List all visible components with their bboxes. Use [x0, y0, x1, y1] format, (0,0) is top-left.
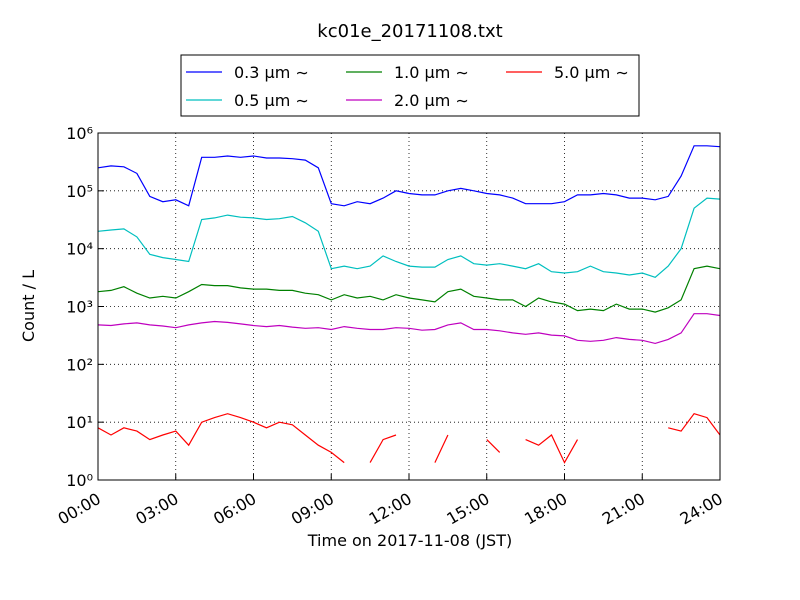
series-line — [98, 197, 720, 278]
x-axis-label: Time on 2017-11-08 (JST) — [307, 531, 512, 550]
legend-label: 0.3 μm ∼ — [234, 63, 309, 82]
y-tick-label: 10¹ — [66, 413, 93, 432]
series-line — [98, 265, 720, 313]
y-tick-label: 10⁴ — [66, 240, 93, 259]
y-tick-label: 10⁶ — [66, 124, 93, 143]
plot-frame — [97, 132, 721, 481]
legend-label: 5.0 μm ∼ — [554, 63, 629, 82]
legend-label: 0.5 μm ∼ — [234, 91, 309, 110]
y-axis-label: Count / L — [19, 270, 38, 342]
legend-label: 2.0 μm ∼ — [394, 91, 469, 110]
y-tick-label: 10² — [66, 355, 93, 374]
y-tick-label: 10⁵ — [66, 182, 93, 201]
y-tick-label: 10³ — [66, 298, 93, 317]
series-line — [98, 413, 720, 464]
y-tick-label: 10⁰ — [66, 471, 93, 490]
legend-label: 1.0 μm ∼ — [394, 63, 469, 82]
series-line — [98, 145, 720, 207]
chart-title: kc01e_20171108.txt — [317, 21, 502, 42]
legend-box — [180, 54, 640, 117]
series-line — [98, 313, 720, 345]
